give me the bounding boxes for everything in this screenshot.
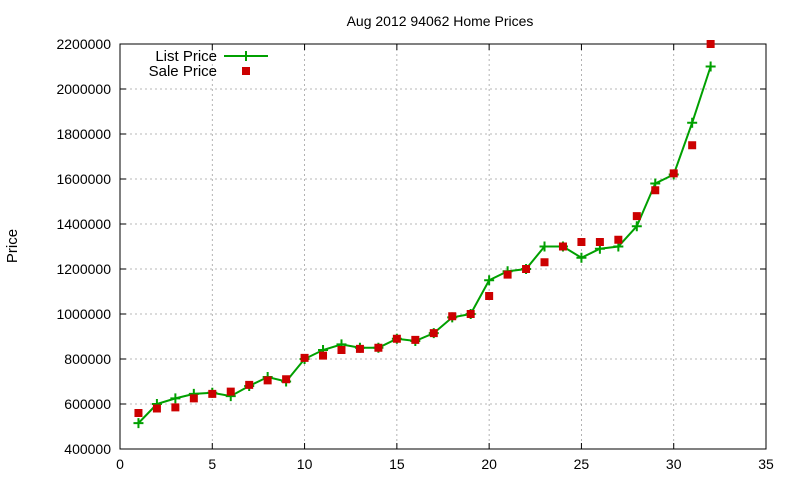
y-tick-labels: 400000 600000 800000 1000000 1200000 1400000 1… — [56, 36, 111, 457]
y-axis-label: Price — [4, 229, 21, 263]
sale-price-point — [263, 376, 272, 385]
list-price-point — [576, 252, 587, 263]
sale-price-point — [669, 169, 678, 178]
legend-list-price-marker — [241, 51, 251, 61]
grid — [120, 44, 766, 449]
sale-price-point — [540, 258, 549, 267]
y-tick-label: 1000000 — [56, 306, 111, 322]
sale-price-point — [300, 353, 309, 362]
sale-price-point — [503, 270, 512, 279]
y-tick-label: 1800000 — [56, 126, 111, 142]
legend-list-price-label: List Price — [155, 48, 217, 65]
sale-price-point — [688, 141, 697, 150]
sale-price-point — [245, 380, 254, 389]
sale-price-point — [558, 242, 567, 251]
x-tick-label: 25 — [574, 456, 590, 472]
sale-price-point — [392, 334, 401, 343]
list-price-point — [705, 61, 716, 72]
sale-price-point — [411, 335, 420, 344]
list-price-series — [133, 61, 716, 429]
chart-title: Aug 2012 94062 Home Prices — [347, 13, 534, 29]
axis-ticks — [119, 43, 767, 450]
legend: List Price Sale Price — [149, 48, 268, 80]
sale-price-point — [632, 212, 641, 221]
sale-price-point — [429, 329, 438, 338]
sale-price-point — [355, 344, 364, 353]
y-tick-label: 1200000 — [56, 261, 111, 277]
sale-price-point — [706, 40, 715, 48]
plot-frame — [119, 43, 767, 450]
x-tick-label: 15 — [389, 456, 405, 472]
sale-price-point — [208, 389, 217, 398]
sale-price-point — [319, 351, 328, 360]
sale-price-point — [171, 403, 180, 412]
list-price-point — [484, 275, 495, 286]
list-price-point — [631, 221, 642, 232]
sale-price-point — [466, 310, 475, 318]
sale-price-point — [189, 394, 198, 403]
sale-price-point — [134, 409, 143, 417]
sale-price-point — [485, 292, 494, 300]
list-price-line — [137, 66, 712, 424]
sale-price-point — [226, 387, 235, 396]
sale-price-point — [522, 265, 531, 273]
sale-price-point — [651, 186, 660, 195]
list-price-point — [687, 117, 698, 128]
y-tick-label: 800000 — [64, 351, 111, 367]
x-tick-label: 10 — [297, 456, 313, 472]
legend-sale-price-label: Sale Price — [149, 63, 217, 80]
y-tick-label: 2000000 — [56, 81, 111, 97]
y-tick-label: 600000 — [64, 396, 111, 412]
sale-price-series — [134, 40, 715, 417]
sale-price-point — [374, 343, 383, 352]
sale-price-point — [595, 238, 604, 246]
list-price-point — [539, 241, 550, 252]
sale-price-point — [448, 312, 457, 321]
sale-price-point — [337, 346, 346, 354]
y-tick-label: 400000 — [64, 441, 111, 457]
x-tick-label: 0 — [116, 456, 124, 472]
x-tick-label: 35 — [758, 456, 774, 472]
sale-price-point — [152, 404, 161, 413]
sale-price-point — [577, 238, 586, 246]
x-tick-label: 30 — [666, 456, 682, 472]
list-price-point — [133, 418, 144, 429]
y-tick-label: 1600000 — [56, 171, 111, 187]
y-tick-label: 1400000 — [56, 216, 111, 232]
sale-price-point — [282, 375, 291, 384]
legend-sale-price-marker — [242, 67, 250, 75]
list-price-point — [170, 393, 181, 404]
x-tick-label: 20 — [481, 456, 497, 472]
y-tick-label: 2200000 — [56, 36, 111, 52]
sale-price-point — [614, 235, 623, 244]
x-tick-label: 5 — [208, 456, 216, 472]
x-tick-labels: 0 5 10 15 20 25 30 35 — [116, 456, 774, 472]
